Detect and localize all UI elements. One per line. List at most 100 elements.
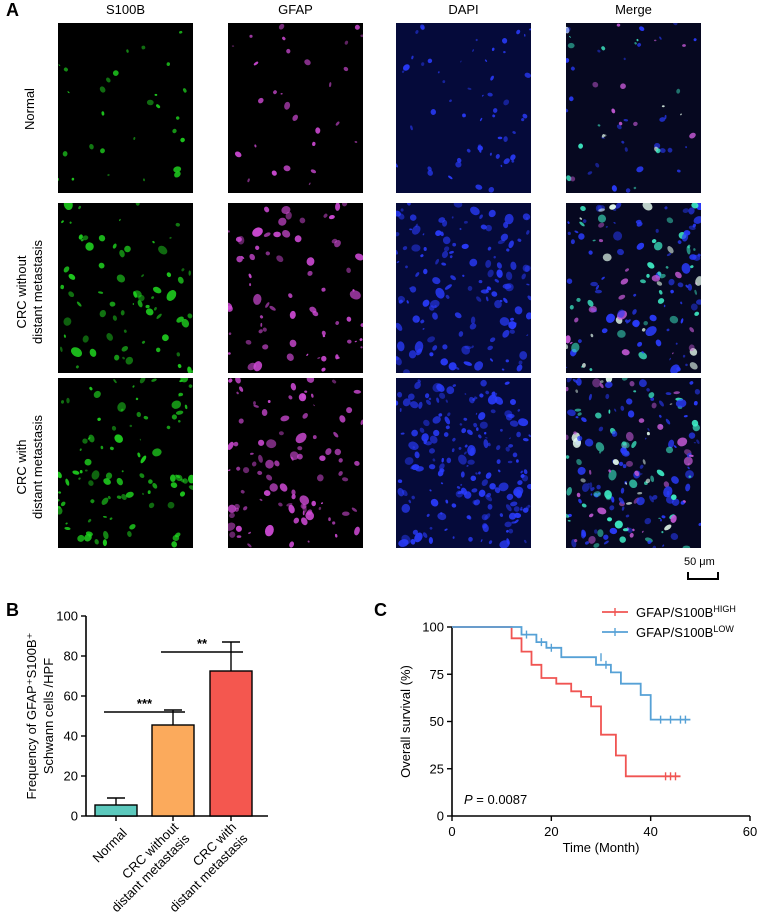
cell-mark <box>435 287 445 299</box>
cell-mark <box>584 438 594 447</box>
cell-mark <box>280 415 290 422</box>
cell-mark <box>109 517 113 520</box>
cell-mark <box>649 495 654 503</box>
cell-mark <box>463 220 468 224</box>
cell-mark <box>626 502 633 505</box>
cell-mark <box>526 230 530 235</box>
cell-mark <box>677 437 688 447</box>
cell-mark <box>432 458 436 462</box>
cell-mark <box>520 474 525 478</box>
cell-mark <box>592 81 599 88</box>
cell-mark <box>420 24 425 30</box>
cell-mark <box>60 400 65 404</box>
cell-mark <box>695 276 701 286</box>
cell-mark <box>410 125 413 131</box>
cell-mark <box>634 42 637 45</box>
cell-mark <box>570 176 576 182</box>
cell-mark <box>299 495 310 505</box>
cell-mark <box>645 478 651 484</box>
cell-mark <box>435 258 440 265</box>
cell-mark <box>331 238 338 244</box>
cell-mark <box>316 474 324 482</box>
cell-mark <box>526 334 529 336</box>
cell-mark <box>513 486 524 497</box>
cell-mark <box>578 233 585 240</box>
micrograph-s100b-row2 <box>58 203 193 373</box>
cell-mark <box>685 483 691 492</box>
cell-mark <box>141 340 146 344</box>
cell-mark <box>605 226 608 228</box>
cell-mark <box>604 134 607 137</box>
y-tick-label: 80 <box>64 649 78 664</box>
cell-mark <box>166 62 171 66</box>
cell-mark <box>476 296 482 302</box>
cell-mark <box>609 527 618 535</box>
cell-mark <box>510 261 517 270</box>
cell-mark <box>506 493 514 501</box>
cell-mark <box>63 334 66 338</box>
micrograph-texture <box>396 378 531 548</box>
cell-mark <box>487 92 493 97</box>
cell-mark <box>132 385 135 388</box>
cell-mark <box>161 334 169 342</box>
y-axis-label-line: Frequency of GFAP⁺S100B⁺ <box>24 633 39 800</box>
cell-mark <box>250 452 254 455</box>
cell-mark <box>516 29 521 35</box>
cell-mark <box>661 105 665 108</box>
cell-mark <box>178 419 181 423</box>
legend-label: GFAP/S100BHIGH <box>636 604 736 620</box>
cell-mark <box>581 417 587 423</box>
cell-mark <box>142 178 146 182</box>
cell-mark <box>509 420 519 427</box>
cell-mark <box>427 166 432 172</box>
cell-mark <box>690 303 698 311</box>
cell-mark <box>590 281 598 287</box>
cell-mark <box>680 301 683 305</box>
cell-mark <box>663 304 666 308</box>
x-tick-label: 0 <box>448 824 455 839</box>
cell-mark <box>497 239 505 245</box>
cell-mark <box>302 413 308 419</box>
cell-mark <box>474 361 484 371</box>
cell-mark <box>670 289 674 294</box>
cell-mark <box>601 134 605 138</box>
cell-mark <box>328 215 335 220</box>
cell-mark <box>253 361 263 372</box>
cell-mark <box>87 518 92 523</box>
cell-mark <box>281 206 291 214</box>
cell-mark <box>126 49 129 53</box>
cell-mark <box>177 363 182 369</box>
cell-mark <box>106 333 113 341</box>
cell-mark <box>595 412 602 419</box>
cell-mark <box>239 386 244 392</box>
cell-mark <box>264 524 274 537</box>
cell-mark <box>688 207 695 215</box>
cell-mark <box>639 379 647 388</box>
cell-mark <box>508 512 517 520</box>
cell-mark <box>306 353 309 356</box>
cell-mark <box>574 230 579 234</box>
cell-mark <box>653 39 657 42</box>
cell-mark <box>656 469 665 477</box>
cell-mark <box>590 493 593 496</box>
cell-mark <box>698 522 701 526</box>
cell-mark <box>143 415 149 420</box>
cell-mark <box>66 397 70 404</box>
cell-mark <box>249 253 255 261</box>
cell-mark <box>176 316 184 323</box>
cell-mark <box>265 302 270 308</box>
cell-mark <box>231 45 235 47</box>
cell-mark <box>428 537 434 544</box>
cell-mark <box>321 330 326 336</box>
cell-mark <box>396 356 402 366</box>
cell-mark <box>503 158 510 165</box>
cell-mark <box>396 249 398 255</box>
cell-mark <box>415 272 420 277</box>
cell-mark <box>151 296 155 300</box>
cell-mark <box>593 491 602 497</box>
cell-mark <box>639 26 645 31</box>
row-label-line: distant metastasis <box>30 239 45 345</box>
x-tick-label-line: Normal <box>90 825 130 865</box>
cell-mark <box>514 306 523 315</box>
cell-mark <box>266 474 273 481</box>
